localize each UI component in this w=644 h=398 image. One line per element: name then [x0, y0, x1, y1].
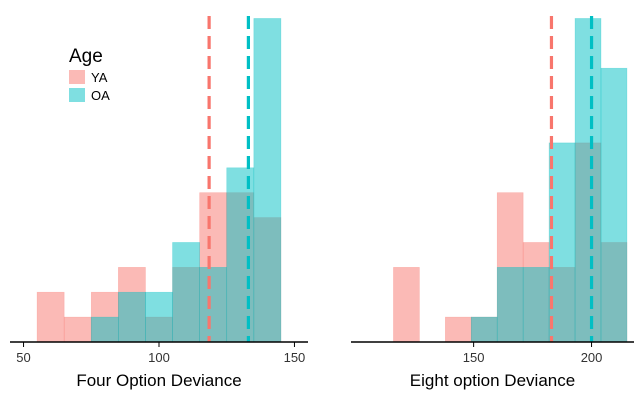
bar-oa [548, 142, 576, 343]
panel-eight-option: 150 200 Eight option Deviance [351, 16, 634, 390]
x-axis-label: Eight option Deviance [410, 371, 575, 390]
bar-ya [445, 316, 472, 343]
bar-ya [393, 267, 420, 343]
bar-oa [118, 291, 146, 343]
legend-title: Age [69, 46, 103, 67]
bar-ya [63, 316, 92, 343]
legend: Age YA OA [69, 46, 110, 103]
bar-oa [172, 242, 200, 343]
x-tick-label: 50 [16, 350, 30, 365]
x-axis-label: Four Option Deviance [76, 371, 241, 390]
bar-oa [600, 67, 628, 343]
x-tick-label: 200 [581, 350, 603, 365]
bar-oa [90, 316, 119, 343]
panel-four-option: 50 100 150 Four Option Deviance [10, 16, 308, 390]
bar-oa [226, 167, 255, 343]
x-tick-label: 100 [148, 350, 170, 365]
bar-ya [36, 291, 65, 343]
bar-oa [470, 316, 498, 343]
bar-oa [199, 267, 228, 343]
legend-label-oa: OA [91, 88, 110, 103]
x-tick-label: 150 [284, 350, 306, 365]
bar-oa [574, 18, 602, 343]
bar-oa [253, 18, 282, 343]
bar-oa [145, 291, 173, 343]
legend-key-oa [69, 88, 85, 102]
legend-label-ya: YA [91, 70, 108, 85]
legend-key-ya [69, 70, 85, 84]
bar-oa [496, 267, 524, 343]
x-tick-label: 150 [463, 350, 485, 365]
bar-oa [522, 267, 550, 343]
